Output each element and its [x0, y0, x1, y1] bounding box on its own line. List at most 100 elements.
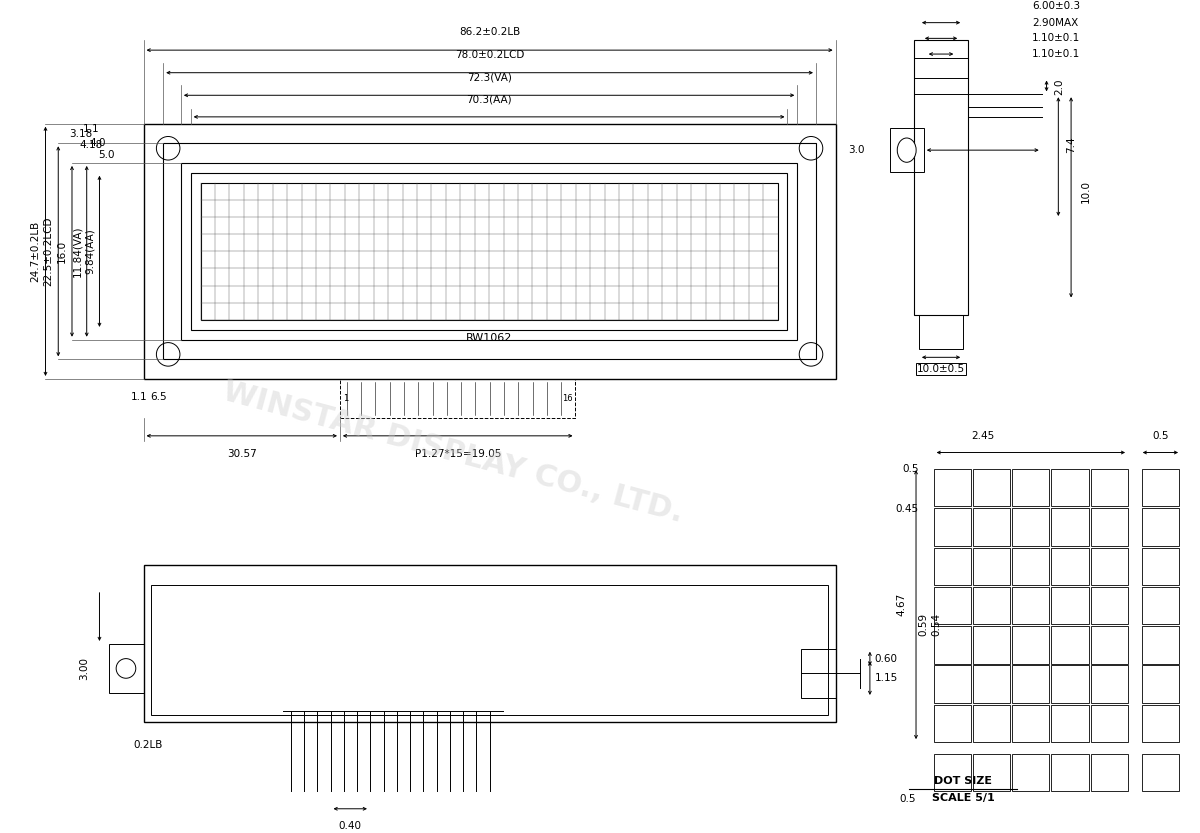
Text: 0.54: 0.54	[931, 613, 942, 636]
Bar	[191, 172, 787, 330]
Bar	[1091, 587, 1128, 624]
Bar	[934, 754, 971, 791]
Text: 6.00±0.3: 6.00±0.3	[1032, 1, 1080, 11]
Bar	[144, 124, 835, 379]
Text: SCALE 5/1: SCALE 5/1	[931, 793, 995, 803]
Text: 0.60: 0.60	[875, 654, 898, 664]
Bar	[163, 143, 816, 359]
Ellipse shape	[898, 138, 916, 162]
Text: 0.5: 0.5	[900, 794, 916, 804]
Text: 1.10±0.1: 1.10±0.1	[1032, 49, 1080, 59]
Text: 10.0: 10.0	[1081, 180, 1091, 203]
Text: 4.18: 4.18	[79, 140, 102, 150]
Bar	[973, 626, 1010, 664]
Bar	[1051, 587, 1088, 624]
Bar	[1013, 548, 1050, 585]
Bar	[1013, 626, 1050, 664]
Bar	[1013, 754, 1050, 791]
Text: 9.84(AA): 9.84(AA)	[85, 228, 95, 274]
Bar	[1091, 508, 1128, 546]
Bar	[934, 508, 971, 546]
Text: 30.57: 30.57	[227, 449, 257, 459]
Text: 2.0: 2.0	[1055, 78, 1064, 95]
Bar	[1091, 469, 1128, 506]
Bar	[802, 649, 835, 698]
Bar	[1141, 705, 1180, 742]
Bar	[1013, 587, 1050, 624]
Bar	[1091, 754, 1128, 791]
Bar	[973, 587, 1010, 624]
Bar	[973, 548, 1010, 585]
Bar	[889, 128, 924, 172]
Bar	[1141, 626, 1180, 664]
Text: 0.59: 0.59	[919, 613, 929, 636]
Bar	[934, 626, 971, 664]
Text: 3.18: 3.18	[70, 128, 92, 138]
Text: 1.1: 1.1	[83, 123, 100, 133]
Bar	[1051, 754, 1088, 791]
Bar	[1013, 666, 1050, 703]
Bar	[934, 587, 971, 624]
Text: 16: 16	[562, 394, 572, 403]
Text: 72.3(VA): 72.3(VA)	[467, 72, 511, 82]
Bar	[1013, 508, 1050, 546]
Bar	[1141, 666, 1180, 703]
Text: 86.2±0.2LB: 86.2±0.2LB	[458, 27, 521, 37]
Text: P1.27*15=19.05: P1.27*15=19.05	[414, 449, 500, 459]
Bar	[1013, 705, 1050, 742]
Bar	[1141, 587, 1180, 624]
Bar	[1141, 754, 1180, 791]
Text: 1.1: 1.1	[131, 392, 148, 402]
Bar	[144, 566, 835, 722]
Text: 0.2LB: 0.2LB	[134, 740, 163, 750]
Bar	[1051, 469, 1088, 506]
Bar	[181, 163, 797, 340]
Text: 0.40: 0.40	[338, 821, 361, 831]
Text: 22.5±0.2LCD: 22.5±0.2LCD	[43, 217, 54, 286]
Bar	[919, 315, 964, 350]
Bar	[934, 548, 971, 585]
Bar	[973, 666, 1010, 703]
Text: 4.0: 4.0	[90, 138, 107, 148]
Bar	[1051, 626, 1088, 664]
Text: DOT SIZE: DOT SIZE	[934, 776, 992, 786]
Bar	[934, 705, 971, 742]
Text: 78.0±0.2LCD: 78.0±0.2LCD	[455, 50, 524, 60]
Text: 16.0: 16.0	[58, 240, 67, 263]
Text: 10.0±0.5: 10.0±0.5	[917, 364, 965, 374]
Bar	[1051, 666, 1088, 703]
Bar	[934, 469, 971, 506]
Text: 3.0: 3.0	[848, 145, 865, 155]
Text: 11.84(VA): 11.84(VA)	[72, 226, 82, 277]
Bar	[1141, 548, 1180, 585]
Text: 2.90MAX: 2.90MAX	[1032, 17, 1078, 27]
Text: 7.4: 7.4	[1066, 137, 1076, 153]
Bar	[200, 182, 778, 320]
Bar	[1091, 548, 1128, 585]
Bar	[1141, 508, 1180, 546]
Text: RW1062: RW1062	[466, 332, 512, 342]
Bar	[973, 508, 1010, 546]
Bar	[914, 40, 968, 315]
Bar	[1141, 469, 1180, 506]
Bar	[109, 644, 144, 693]
Text: 24.7±0.2LB: 24.7±0.2LB	[31, 221, 41, 282]
Text: 0.45: 0.45	[896, 505, 919, 515]
Text: 3.00: 3.00	[79, 657, 90, 680]
Bar	[1051, 548, 1088, 585]
Bar	[1051, 705, 1088, 742]
Text: 6.5: 6.5	[150, 392, 167, 402]
Text: 1.15: 1.15	[875, 673, 898, 683]
Text: 4.67: 4.67	[896, 593, 906, 616]
Bar	[973, 469, 1010, 506]
Bar	[1091, 666, 1128, 703]
Text: 0.5: 0.5	[902, 464, 919, 474]
Bar	[340, 379, 576, 418]
Text: WINSTAR DISPLAY CO., LTD.: WINSTAR DISPLAY CO., LTD.	[220, 377, 686, 528]
Bar	[1013, 469, 1050, 506]
Bar	[934, 666, 971, 703]
Bar	[1051, 508, 1088, 546]
Text: 0.5: 0.5	[1152, 431, 1169, 441]
Bar	[151, 585, 828, 715]
Text: 1: 1	[343, 394, 348, 403]
